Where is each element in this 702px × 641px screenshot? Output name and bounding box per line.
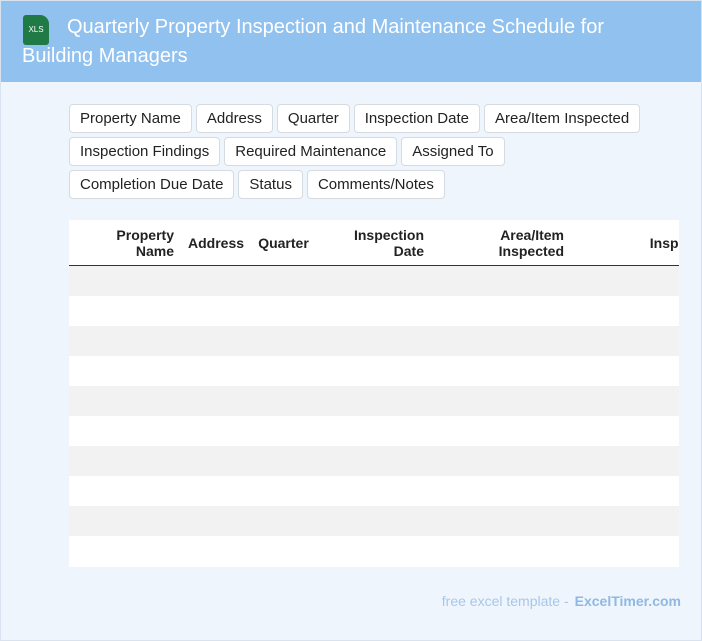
- table-body: [69, 265, 679, 567]
- table-cell: [571, 476, 679, 506]
- column-header: Address: [181, 220, 251, 266]
- table-cell: [431, 446, 571, 476]
- table-cell: [251, 265, 316, 296]
- tag[interactable]: Inspection Date: [353, 104, 480, 133]
- table-cell: [69, 536, 181, 566]
- column-header: Quarter: [251, 220, 316, 266]
- table-cell: [571, 506, 679, 536]
- table-cell: [251, 446, 316, 476]
- table-row: [69, 356, 679, 386]
- table-cell: [431, 536, 571, 566]
- table-cell: [316, 326, 431, 356]
- table-cell: [69, 356, 181, 386]
- table-cell: [69, 446, 181, 476]
- table-cell: [251, 476, 316, 506]
- table-wrapper: Property Name Address Quarter Inspection Da…: [69, 220, 679, 567]
- table-row: [69, 536, 679, 566]
- table-cell: [431, 356, 571, 386]
- table: Property Name Address Quarter Inspection Da…: [69, 220, 679, 566]
- table-cell: [431, 265, 571, 296]
- table-cell: [181, 446, 251, 476]
- table-cell: [69, 265, 181, 296]
- header: XLS Quarterly Property Inspection and Ma…: [1, 1, 701, 82]
- table-cell: [69, 416, 181, 446]
- table-row: [69, 506, 679, 536]
- table-cell: [431, 326, 571, 356]
- tag[interactable]: Address: [195, 104, 273, 133]
- file-icon: XLS: [23, 15, 49, 45]
- tag[interactable]: Status: [238, 170, 303, 199]
- table-cell: [316, 446, 431, 476]
- table-cell: [571, 386, 679, 416]
- footer: free excel template - ExcelTimer.com: [442, 593, 681, 609]
- table-cell: [316, 386, 431, 416]
- table-cell: [181, 296, 251, 326]
- page-title: Quarterly Property Inspection and Mainte…: [22, 16, 604, 67]
- table-cell: [69, 506, 181, 536]
- table-cell: [571, 356, 679, 386]
- table-cell: [431, 476, 571, 506]
- table-cell: [251, 386, 316, 416]
- table-cell: [181, 356, 251, 386]
- table-cell: [181, 265, 251, 296]
- table-cell: [316, 416, 431, 446]
- table-row: [69, 386, 679, 416]
- table-cell: [251, 506, 316, 536]
- table-cell: [431, 416, 571, 446]
- table-cell: [181, 326, 251, 356]
- table-row: [69, 476, 679, 506]
- column-header: Inspection Findings: [571, 220, 679, 266]
- column-header: Inspection Date: [316, 220, 431, 266]
- header-row: Property Name Address Quarter Inspection Da…: [69, 220, 679, 266]
- tag[interactable]: Required Maintenance: [224, 137, 398, 166]
- table-cell: [251, 356, 316, 386]
- table-cell: [181, 386, 251, 416]
- table-row: [69, 446, 679, 476]
- table-row: [69, 296, 679, 326]
- table-cell: [251, 536, 316, 566]
- table-cell: [251, 296, 316, 326]
- table-cell: [316, 536, 431, 566]
- tag[interactable]: Comments/Notes: [306, 170, 445, 199]
- table-cell: [571, 536, 679, 566]
- table-cell: [181, 536, 251, 566]
- table-cell: [181, 476, 251, 506]
- tag[interactable]: Quarter: [276, 104, 350, 133]
- table-cell: [251, 416, 316, 446]
- table-row: [69, 265, 679, 296]
- table-cell: [571, 265, 679, 296]
- tag[interactable]: Assigned To: [401, 137, 505, 166]
- tag[interactable]: Property Name: [69, 104, 192, 133]
- table-cell: [571, 416, 679, 446]
- table-cell: [431, 296, 571, 326]
- tag-list: Property Name Address Quarter Inspection Da…: [69, 104, 674, 199]
- table-cell: [316, 506, 431, 536]
- table-cell: [251, 326, 316, 356]
- table-cell: [181, 506, 251, 536]
- table-cell: [316, 265, 431, 296]
- table-cell: [316, 476, 431, 506]
- tag[interactable]: Inspection Findings: [69, 137, 221, 166]
- tag[interactable]: Area/Item Inspected: [484, 104, 641, 133]
- table-cell: [571, 446, 679, 476]
- table-cell: [69, 296, 181, 326]
- table-row: [69, 326, 679, 356]
- table-cell: [431, 386, 571, 416]
- table-cell: [69, 386, 181, 416]
- table-cell: [69, 326, 181, 356]
- table-cell: [316, 296, 431, 326]
- column-header: Area/Item Inspected: [431, 220, 571, 266]
- footer-brand[interactable]: ExcelTimer.com: [574, 593, 681, 609]
- table-cell: [181, 416, 251, 446]
- table-cell: [431, 506, 571, 536]
- table-cell: [69, 476, 181, 506]
- table-row: [69, 416, 679, 446]
- table-cell: [316, 356, 431, 386]
- tag[interactable]: Completion Due Date: [69, 170, 235, 199]
- table-cell: [571, 326, 679, 356]
- table-cell: [571, 296, 679, 326]
- column-header: Property Name: [69, 220, 181, 266]
- footer-text: free excel template -: [441, 593, 569, 609]
